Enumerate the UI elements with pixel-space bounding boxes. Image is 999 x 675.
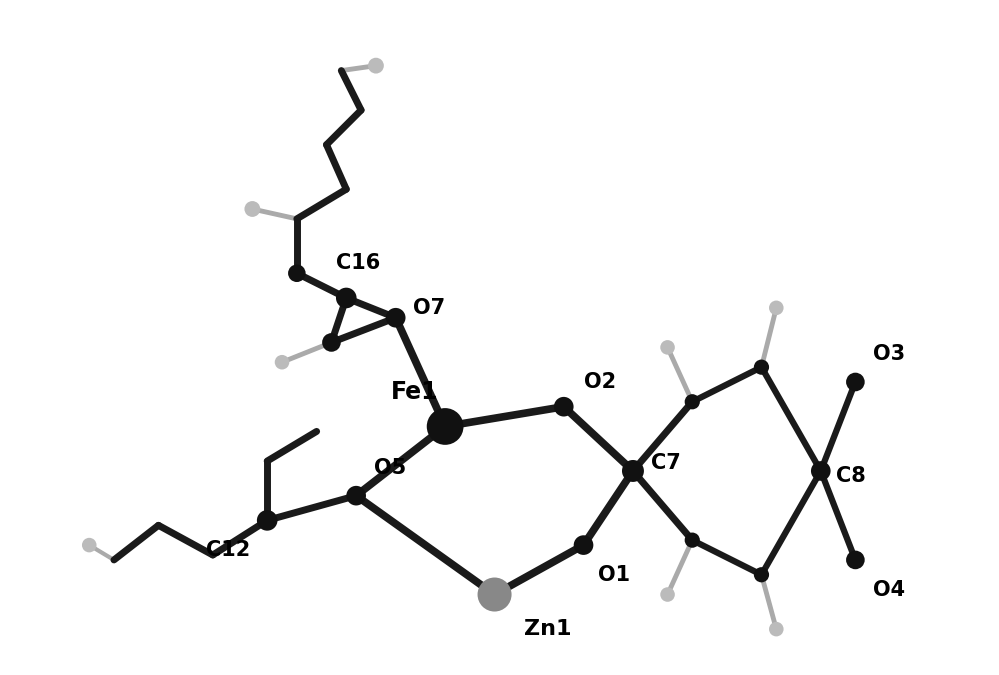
Point <box>847 555 863 566</box>
Point <box>81 540 97 551</box>
Point <box>659 589 675 600</box>
Point <box>245 204 261 215</box>
Point <box>368 60 384 71</box>
Point <box>289 268 305 279</box>
Point <box>339 292 355 303</box>
Point <box>555 402 571 412</box>
Text: Fe1: Fe1 <box>391 380 439 404</box>
Point <box>388 313 404 323</box>
Point <box>438 421 454 432</box>
Point <box>847 377 863 387</box>
Point <box>274 357 290 368</box>
Point <box>684 535 700 545</box>
Point <box>259 515 275 526</box>
Point <box>575 540 591 551</box>
Text: O5: O5 <box>374 458 407 478</box>
Point <box>753 569 769 580</box>
Text: O7: O7 <box>414 298 446 318</box>
Point <box>625 466 641 477</box>
Point <box>753 362 769 373</box>
Point <box>487 589 502 600</box>
Text: C12: C12 <box>206 540 250 560</box>
Point <box>324 337 340 348</box>
Point <box>349 490 365 501</box>
Point <box>768 302 784 313</box>
Text: O4: O4 <box>873 580 905 599</box>
Text: O2: O2 <box>583 372 615 392</box>
Point <box>768 624 784 634</box>
Text: C8: C8 <box>835 466 865 486</box>
Text: O3: O3 <box>873 344 905 364</box>
Text: O1: O1 <box>598 565 630 585</box>
Point <box>659 342 675 353</box>
Text: Zn1: Zn1 <box>524 619 571 639</box>
Text: C7: C7 <box>650 453 680 473</box>
Point <box>684 396 700 407</box>
Point <box>813 466 829 477</box>
Text: C16: C16 <box>337 253 381 273</box>
